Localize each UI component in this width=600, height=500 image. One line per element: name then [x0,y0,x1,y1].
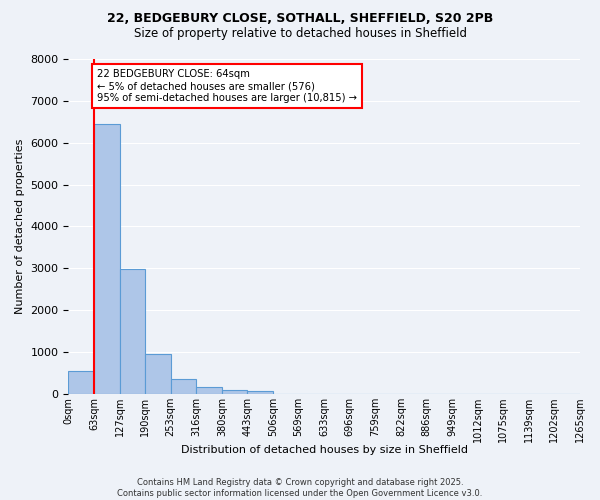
Bar [222,390,247,394]
Bar [94,124,119,394]
Bar [68,371,94,394]
X-axis label: Distribution of detached houses by size in Sheffield: Distribution of detached houses by size … [181,445,468,455]
Bar [145,354,171,394]
Bar [171,379,196,394]
Bar [247,391,273,394]
Text: Contains HM Land Registry data © Crown copyright and database right 2025.
Contai: Contains HM Land Registry data © Crown c… [118,478,482,498]
Bar [119,269,145,394]
Bar [196,387,222,394]
Y-axis label: Number of detached properties: Number of detached properties [15,139,25,314]
Text: 22 BEDGEBURY CLOSE: 64sqm
← 5% of detached houses are smaller (576)
95% of semi-: 22 BEDGEBURY CLOSE: 64sqm ← 5% of detach… [97,70,357,102]
Text: 22, BEDGEBURY CLOSE, SOTHALL, SHEFFIELD, S20 2PB: 22, BEDGEBURY CLOSE, SOTHALL, SHEFFIELD,… [107,12,493,26]
Text: Size of property relative to detached houses in Sheffield: Size of property relative to detached ho… [133,28,467,40]
